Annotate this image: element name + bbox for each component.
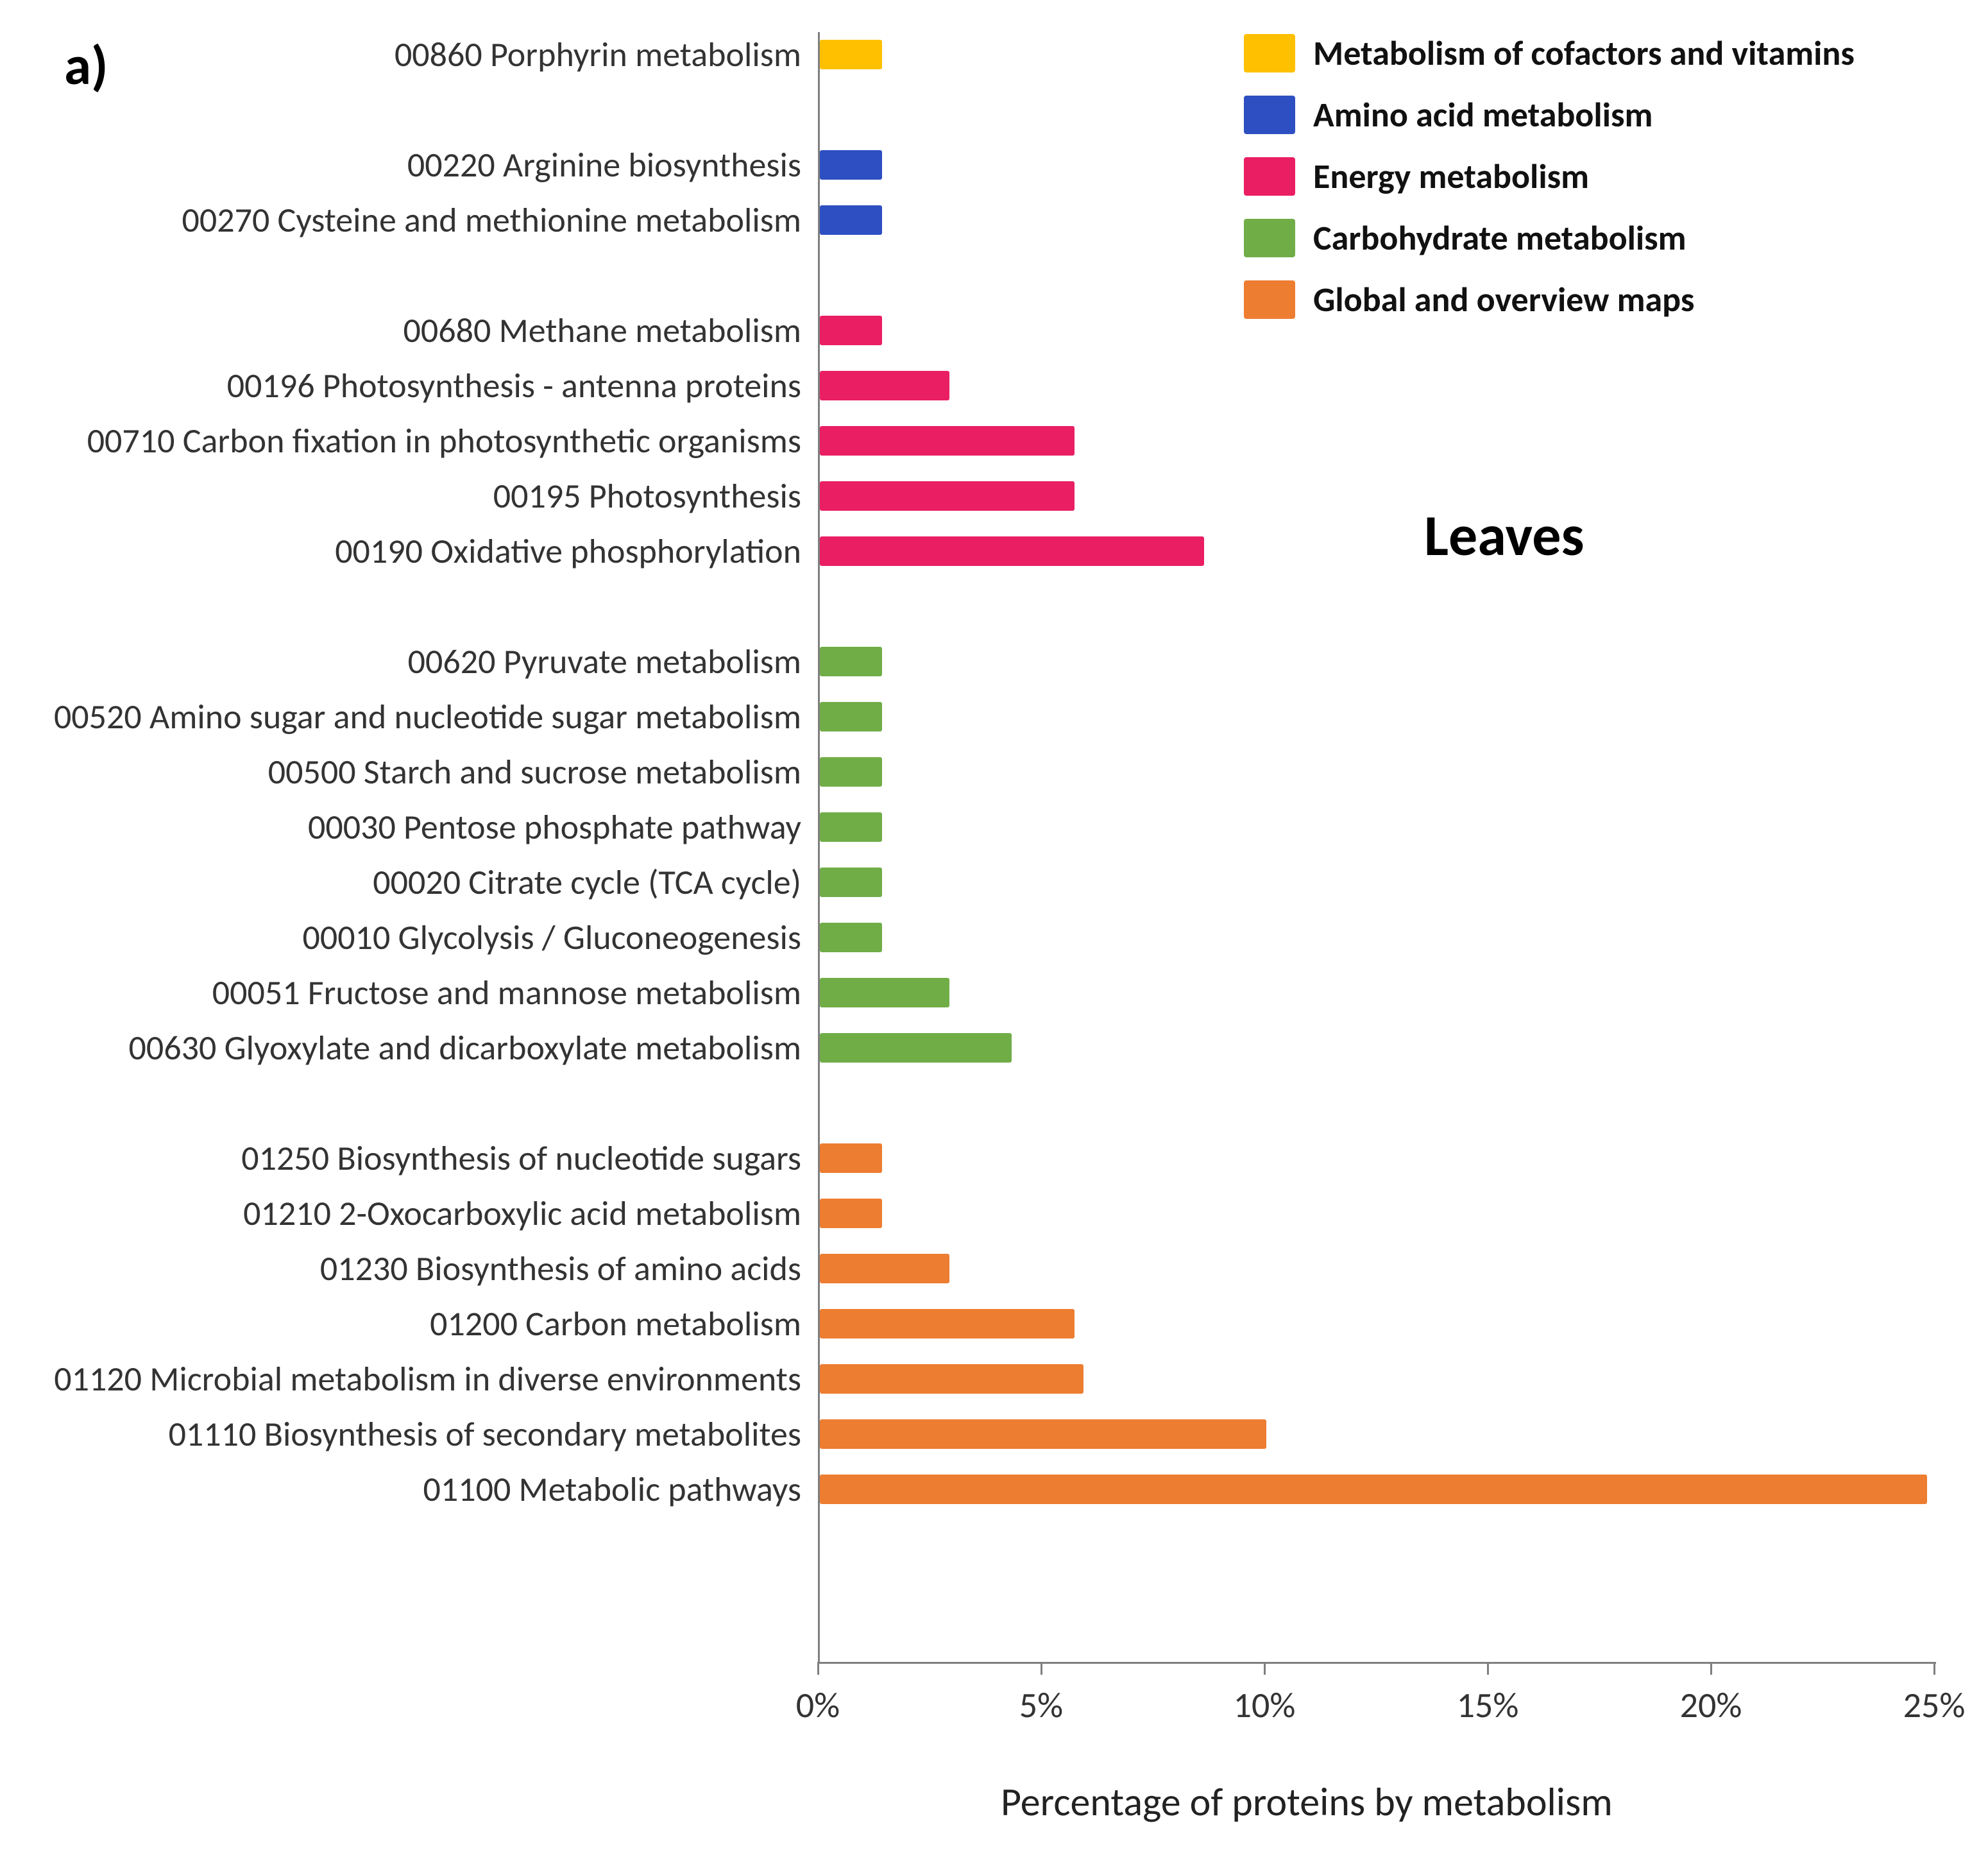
bar	[820, 150, 882, 180]
bar-label: 00051 Fructose and mannose metabolism	[31, 971, 801, 1014]
bar	[820, 40, 882, 69]
bar-row	[820, 757, 1936, 787]
bar-label: 00270 Cysteine and methionine metabolism	[31, 199, 801, 241]
bar-row	[820, 1033, 1936, 1063]
bar	[820, 923, 882, 952]
bar	[820, 1419, 1266, 1449]
bar-label: 00520 Amino sugar and nucleotide sugar m…	[31, 696, 801, 738]
bar-label: 01110 Biosynthesis of secondary metaboli…	[31, 1413, 801, 1455]
x-tick-label: 5%	[1019, 1684, 1063, 1727]
bar-row	[820, 812, 1936, 842]
bar-row	[820, 205, 1936, 235]
bar-row	[820, 978, 1936, 1007]
bar-label: 00710 Carbon fixation in photosynthetic …	[31, 420, 801, 462]
bar	[820, 1199, 882, 1228]
bar-label: 00500 Starch and sucrose metabolism	[31, 751, 801, 793]
x-tick	[817, 1662, 819, 1675]
bar-row	[820, 481, 1936, 511]
bar-row	[820, 1419, 1936, 1449]
bar-label: 00190 Oxidative phosphorylation	[31, 530, 801, 572]
bar	[820, 702, 882, 731]
bar	[820, 371, 949, 400]
bar	[820, 1364, 1083, 1394]
bar-label: 01250 Biosynthesis of nucleotide sugars	[31, 1137, 801, 1179]
bar-label: 00620 Pyruvate metabolism	[31, 640, 801, 683]
bar-row	[820, 316, 1936, 345]
bar-label: 00220 Arginine biosynthesis	[31, 144, 801, 186]
bar	[820, 1475, 1927, 1504]
bar-row	[820, 426, 1936, 456]
bar-row	[820, 40, 1936, 69]
bar	[820, 647, 882, 676]
bar-row	[820, 536, 1936, 566]
bar-label: 01100 Metabolic pathways	[31, 1468, 801, 1510]
bar	[820, 757, 882, 787]
bar-row	[820, 647, 1936, 676]
bar	[820, 205, 882, 235]
bar-label: 00630 Glyoxylate and dicarboxylate metab…	[31, 1027, 801, 1069]
bar	[820, 1254, 949, 1283]
bar	[820, 812, 882, 842]
bar-label: 01120 Microbial metabolism in diverse en…	[31, 1358, 801, 1400]
bar	[820, 316, 882, 345]
bar	[820, 978, 949, 1007]
x-tick-label: 0%	[796, 1684, 840, 1727]
bar	[820, 1309, 1075, 1338]
bar	[820, 481, 1075, 511]
plot-area	[818, 32, 1936, 1664]
bar-row	[820, 150, 1936, 180]
x-tick-label: 20%	[1680, 1684, 1742, 1727]
bar-row	[820, 868, 1936, 897]
bar	[820, 426, 1075, 456]
bar-row	[820, 1199, 1936, 1228]
bar-label: 01200 Carbon metabolism	[31, 1303, 801, 1345]
x-tick	[1041, 1662, 1042, 1675]
bar-row	[820, 702, 1936, 731]
figure: a) Metabolism of cofactors and vitaminsA…	[0, 0, 1988, 1873]
bar-label: 00196 Photosynthesis - antenna proteins	[31, 364, 801, 407]
bar-label: 01230 Biosynthesis of amino acids	[31, 1247, 801, 1290]
bar-row	[820, 1143, 1936, 1173]
bar-row	[820, 1364, 1936, 1394]
bar-label: 00010 Glycolysis / Gluconeogenesis	[31, 916, 801, 959]
bar-row	[820, 1309, 1936, 1338]
bar	[820, 1143, 882, 1173]
bar-label: 00680 Methane metabolism	[31, 309, 801, 352]
chart: 00860 Porphyrin metabolism 00220 Arginine…	[0, 32, 1988, 1726]
bar	[820, 536, 1204, 566]
x-tick	[1487, 1662, 1489, 1675]
bar-label: 00860 Porphyrin metabolism	[31, 33, 801, 76]
bar-row	[820, 371, 1936, 400]
x-tick-label: 10%	[1234, 1684, 1296, 1727]
bar-label: 00020 Citrate cycle (TCA cycle)	[31, 861, 801, 903]
x-tick	[1710, 1662, 1712, 1675]
bar-row	[820, 1254, 1936, 1283]
x-tick	[1933, 1662, 1935, 1675]
x-tick	[1264, 1662, 1266, 1675]
x-tick-label: 25%	[1903, 1684, 1966, 1727]
bar-label: 01210 2-Oxocarboxylic acid metabolism	[31, 1192, 801, 1235]
bar-row	[820, 923, 1936, 952]
bar-row	[820, 1475, 1936, 1504]
bar-label: 00195 Photosynthesis	[31, 475, 801, 517]
x-tick-label: 15%	[1457, 1684, 1519, 1727]
bar	[820, 868, 882, 897]
x-axis-title: Percentage of proteins by metabolism	[1001, 1777, 1613, 1826]
bar-label: 00030 Pentose phosphate pathway	[31, 806, 801, 848]
bar	[820, 1033, 1012, 1063]
